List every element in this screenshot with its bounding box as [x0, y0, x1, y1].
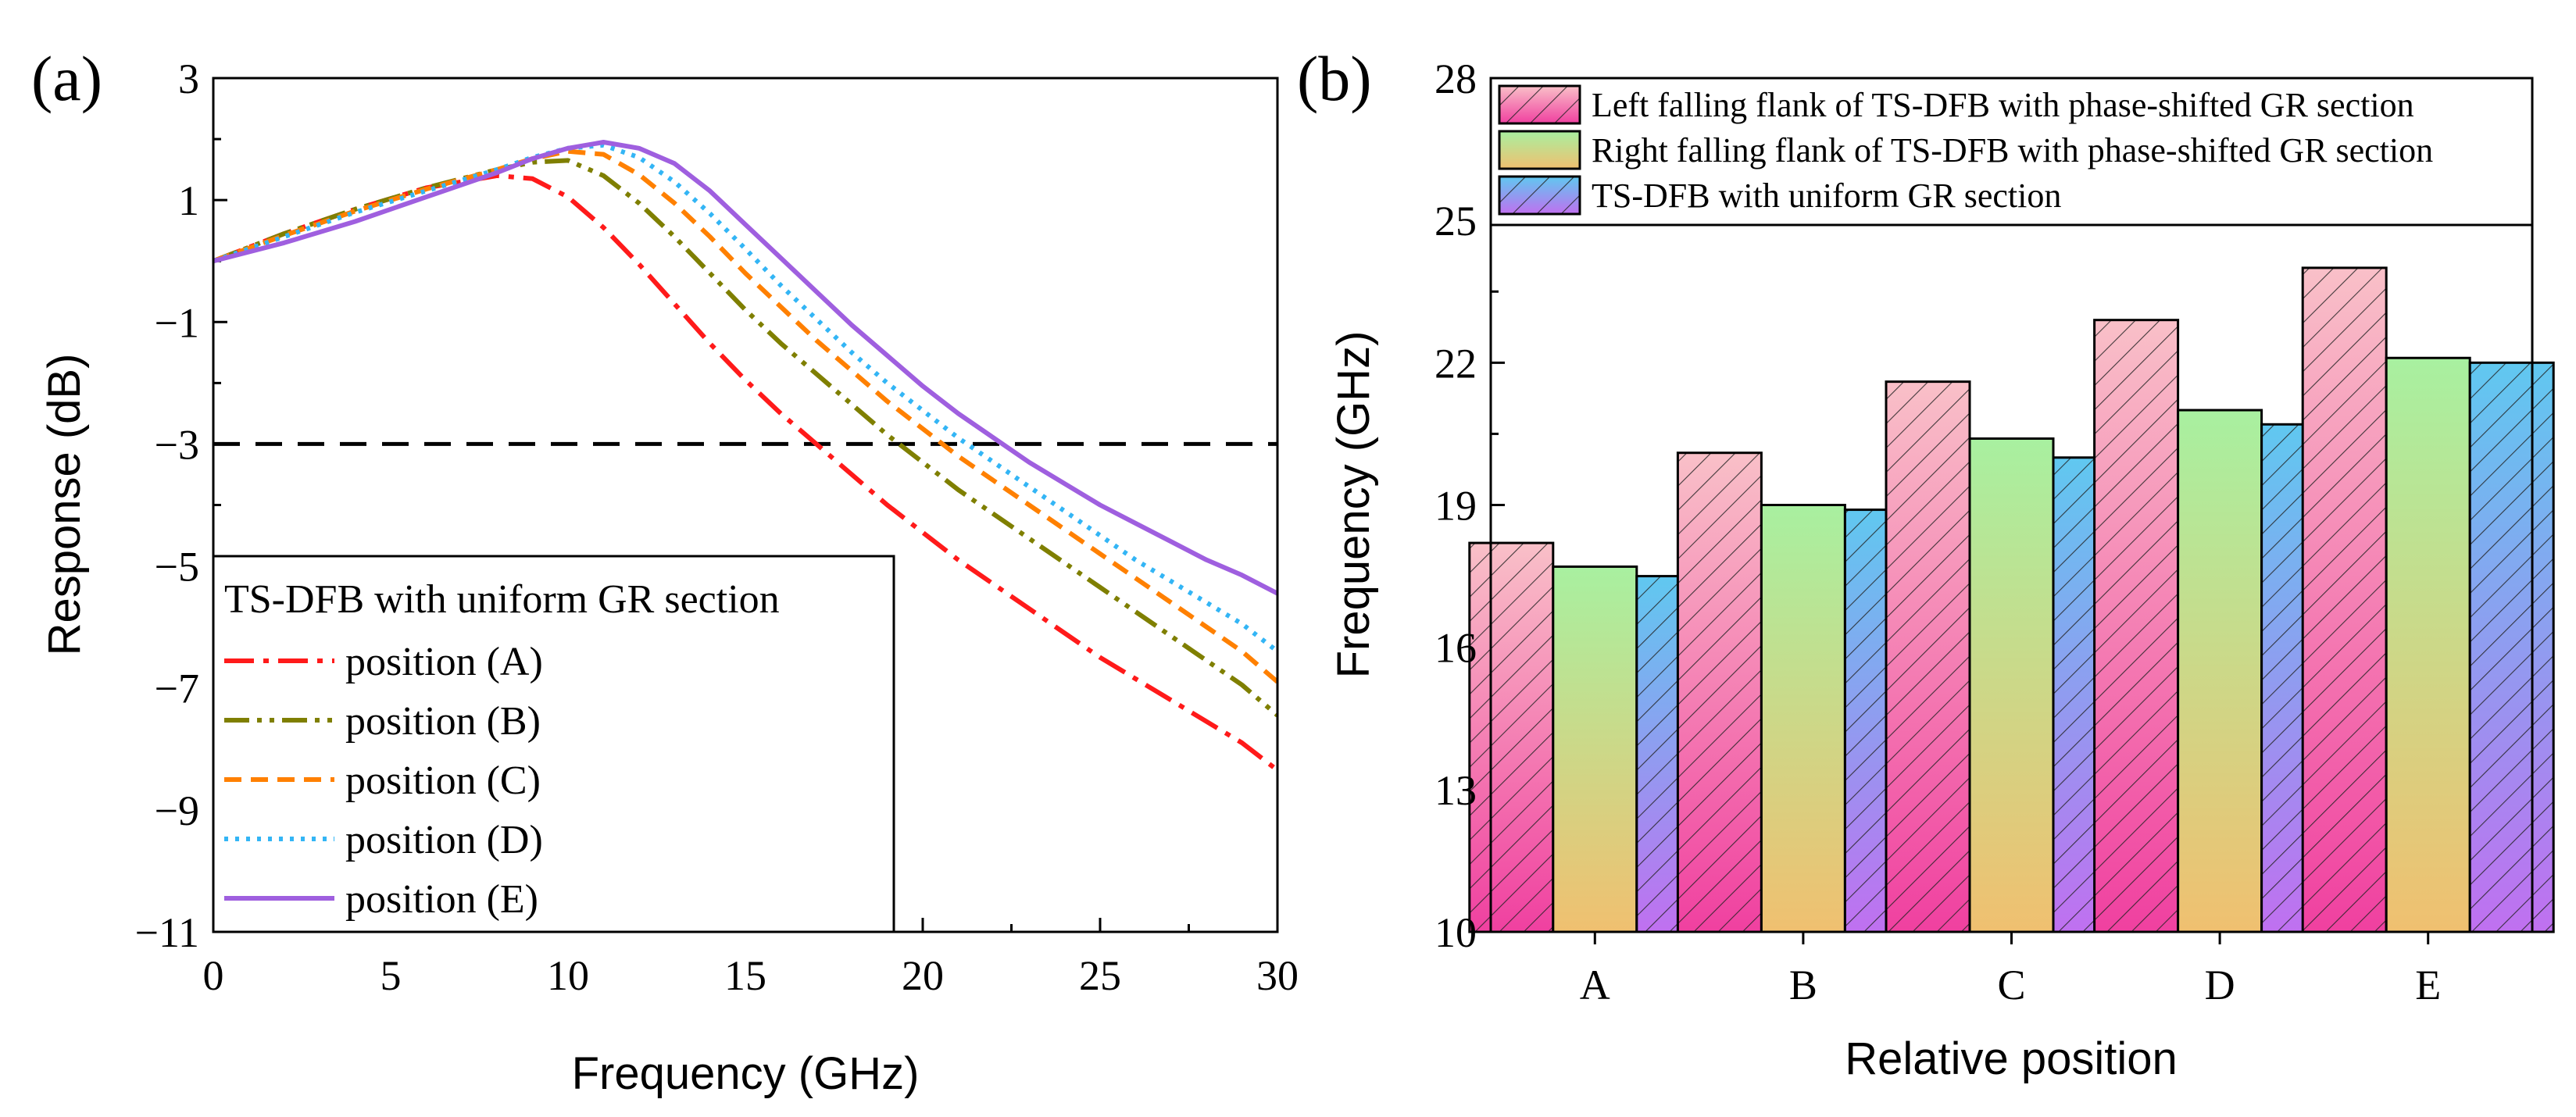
- panel-b-bars: [1468, 266, 2555, 933]
- panel-b-y-tick-label: 10: [1434, 909, 1477, 956]
- panel-a-label: (a): [31, 43, 102, 114]
- panel-b-legend-swatch-hatch: [1499, 177, 1580, 214]
- panel-b-bar-fill: [2178, 410, 2262, 932]
- panel-b-bar-e-series-2: [2385, 356, 2471, 933]
- panel-b-legend-label: Right falling flank of TS-DFB with phase…: [1592, 131, 2433, 170]
- panel-a-series: [213, 140, 1277, 773]
- panel-b-x-tick-label: E: [2415, 962, 2441, 1008]
- panel-b-legend-items: Left falling flank of TS-DFB with phase-…: [1498, 84, 2433, 216]
- panel-a-y-tick-labels: 3 1 −1 −3 −5 −7 −9 −11: [135, 55, 199, 956]
- panel-b-legend-label: TS-DFB with uniform GR section: [1592, 177, 2061, 215]
- panel-b-x-tick-labels: A B C D E: [1580, 962, 2441, 1008]
- panel-b-legend: Left falling flank of TS-DFB with phase-…: [1489, 77, 2534, 227]
- panel-a-x-axis-label: Frequency (GHz): [572, 1048, 920, 1099]
- panel-a-x-tick-label: 0: [203, 952, 224, 999]
- panel-a-y-tick-label: −7: [155, 666, 199, 712]
- panel-b-bar-hatch: [2470, 362, 2554, 932]
- panel-a-y-tick-label: −9: [155, 787, 199, 834]
- panel-b-bar-a-series-2: [1552, 565, 1638, 933]
- panel-a-legend-label: position (C): [345, 758, 541, 803]
- panel-a-y-tick-label: 1: [178, 177, 199, 224]
- panel-a-x-tick-label: 20: [902, 952, 944, 999]
- panel-a-y-tick-label: −1: [155, 299, 199, 346]
- panel-a: (a) 3 1 −1 −3 −5 −7 −9 −11 0 5 10 15 20 25 30 Frequen…: [31, 43, 1299, 1099]
- panel-b-x-axis-label: Relative position: [1845, 1033, 2178, 1084]
- panel-a-legend: TS-DFB with uniform GR section position …: [212, 555, 895, 933]
- panel-a-x-tick-labels: 0 5 10 15 20 25 30: [203, 952, 1299, 999]
- panel-b-bar-fill: [1970, 438, 2053, 932]
- panel-a-series-line-positione: [213, 140, 1277, 596]
- panel-a-x-tick-label: 25: [1079, 952, 1121, 999]
- panel-b-legend-item: Left falling flank of TS-DFB with phase-…: [1498, 84, 2414, 125]
- panel-a-legend-label: position (A): [345, 640, 543, 684]
- panel-b-x-tick-label: B: [1789, 962, 1817, 1008]
- panel-b-x-tick-label: A: [1580, 962, 1610, 1008]
- panel-b-label: (b): [1297, 43, 1372, 114]
- panel-b-legend-label: Left falling flank of TS-DFB with phase-…: [1592, 86, 2414, 124]
- panel-b-y-tick-labels: 10 13 16 19 22 25 28: [1434, 55, 1477, 956]
- panel-b-bar-e-series-1: [2301, 266, 2388, 933]
- panel-b-legend-item: Right falling flank of TS-DFB with phase…: [1498, 130, 2433, 170]
- panel-a-series-line-positiond: [213, 142, 1277, 654]
- panel-b-legend-swatch-hatch: [1499, 86, 1580, 123]
- panel-a-x-tick-label: 5: [381, 952, 402, 999]
- panel-a-legend-box: [212, 555, 895, 933]
- panel-a-y-tick-label: 3: [178, 55, 199, 102]
- panel-a-y-axis-label: Response (dB): [39, 354, 90, 656]
- panel-b-bar-hatch: [2094, 319, 2178, 932]
- panel-b-bar-fill: [2386, 358, 2471, 932]
- panel-a-y-tick-label: −11: [135, 909, 199, 956]
- panel-a-y-tick-label: −5: [155, 544, 199, 591]
- panel-b-legend-swatch-outline: [1498, 175, 1581, 216]
- panel-b-bar-hatch: [2303, 267, 2387, 932]
- panel-b-bar-b-series-2: [1760, 504, 1846, 933]
- panel-b-y-tick-label: 13: [1434, 767, 1477, 814]
- panel-a-legend-label: position (B): [345, 699, 541, 744]
- panel-a-series-line-positiona: [213, 173, 1277, 773]
- panel-b-y-tick-label: 22: [1434, 340, 1477, 387]
- panel-a-x-tick-label: 30: [1256, 952, 1299, 999]
- panel-b-y-axis-label: Frequency (GHz): [1328, 331, 1379, 679]
- panel-a-x-tick-label: 10: [547, 952, 589, 999]
- panel-b-legend-box: [1489, 77, 2534, 227]
- panel-b-bar-c-series-1: [1885, 380, 1971, 933]
- panel-b-y-tick-label: 19: [1434, 483, 1477, 530]
- panel-b-x-tick-label: D: [2205, 962, 2235, 1008]
- panel-b-x-tick-label: C: [1997, 962, 2025, 1008]
- panel-b-y-tick-label: 16: [1434, 625, 1477, 672]
- panel-a-legend-items: position (A) position (B) position (C) posi…: [224, 640, 543, 922]
- panel-b-legend-swatch-outline: [1498, 130, 1581, 170]
- panel-b-bar-c-series-2: [1968, 437, 2055, 933]
- panel-b-bar-hatch: [1886, 381, 1970, 933]
- panel-b-bar-e-series-3: [2468, 361, 2555, 933]
- panel-b-bar-hatch: [1469, 543, 1553, 932]
- panel-a-legend-label: position (D): [345, 818, 543, 862]
- panel-a-series-line-positionc: [213, 148, 1277, 684]
- panel-b-bar-a-series-1: [1468, 541, 1555, 933]
- panel-b-bar-d-series-2: [2177, 409, 2263, 933]
- panel-b-legend-swatch-fill: [1499, 131, 1580, 169]
- panel-a-legend-title: TS-DFB with uniform GR section: [224, 577, 780, 622]
- panel-b-bar-d-series-1: [2093, 319, 2180, 933]
- panel-b-legend-item: TS-DFB with uniform GR section: [1498, 175, 2061, 216]
- panel-b-bar-fill: [1552, 566, 1637, 932]
- panel-b-y-tick-label: 25: [1434, 198, 1477, 244]
- panel-b-legend-swatch-outline: [1498, 84, 1581, 125]
- panel-a-y-tick-label: −3: [155, 421, 199, 468]
- panel-a-legend-label: position (E): [345, 877, 538, 922]
- panel-b-y-tick-label: 28: [1434, 55, 1477, 102]
- panel-b: (b) 10 13 16 19 22 25 28 A B C D E Relative positi…: [1297, 43, 2555, 1084]
- panel-b-bar-b-series-1: [1676, 451, 1763, 933]
- panel-b-bar-fill: [1761, 505, 1845, 932]
- panel-b-bar-hatch: [1677, 452, 1762, 932]
- panel-a-x-tick-label: 15: [724, 952, 766, 999]
